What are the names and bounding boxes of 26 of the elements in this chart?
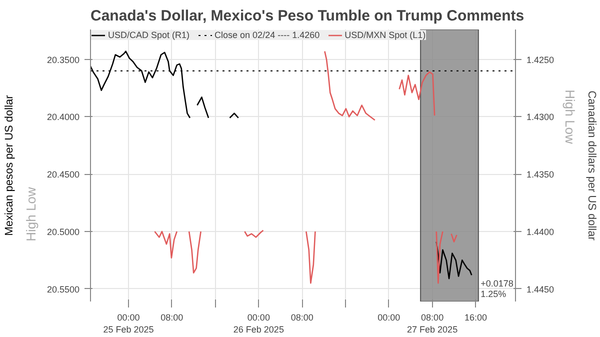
y-tick-label: 20.3500 xyxy=(46,54,80,65)
x-tick-label: 00:00 26 Feb 2025 xyxy=(233,312,284,334)
y2-tick-label: 1.4350 xyxy=(526,170,554,180)
series-label: USD/CAD Spot (R1) xyxy=(108,30,190,40)
text: High Low xyxy=(562,90,578,144)
x-tick-label: 00:00 25 Feb 2025 xyxy=(103,312,154,334)
text: High Low xyxy=(24,187,38,242)
legend-label: USD/MXN Spot (L1) xyxy=(344,30,426,40)
y2-tick-label: 1.4450 xyxy=(526,284,554,294)
y-tick-label: 20.5000 xyxy=(46,226,80,237)
y2-tick-label: 1.4300 xyxy=(526,112,554,122)
x-tick-label: 08:00 27 Feb 2025 xyxy=(407,312,458,334)
x-tick-label: 16:00 xyxy=(464,312,487,322)
y-axis-title: Mexican pesos per US dollar xyxy=(4,94,16,236)
x-tick-label: 08:00 xyxy=(160,312,184,322)
y2-tick-label: 1.4400 xyxy=(526,226,554,237)
y2-tick-label: 1.4250 xyxy=(526,54,554,65)
y-tick-label: 20.4000 xyxy=(46,112,80,122)
y-tick-label: 20.5500 xyxy=(46,284,80,294)
y2-axis-title: Canadian dollars per US dollar xyxy=(586,90,598,241)
annotation: +0.0178 1.25% xyxy=(480,278,514,300)
x-tick-label: 00:00 xyxy=(378,312,400,322)
x-tick-label: 08:00 xyxy=(290,312,314,322)
chart-title: Canada's Dollar, Mexico's Peso Tumble on Trump Comments xyxy=(90,8,524,24)
legend-label: Close on 02/24 ---- 1.4260 xyxy=(214,30,320,40)
y-tick-label: 20.4500 xyxy=(46,170,80,180)
